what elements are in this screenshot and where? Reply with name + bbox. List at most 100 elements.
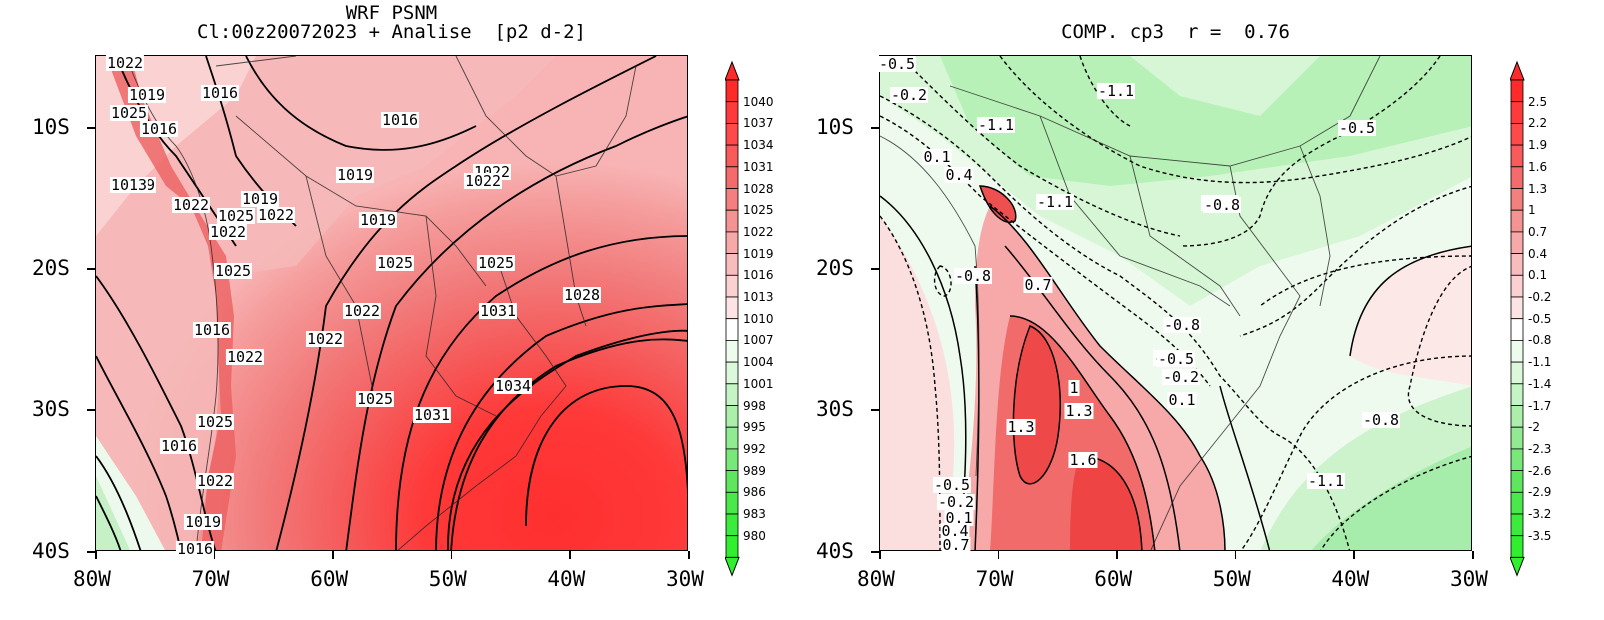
right-colorbar-swatch (1510, 405, 1524, 428)
left-colorbar-swatch (725, 144, 739, 168)
right-contour-label: 0.4 (944, 166, 974, 184)
left-colorbar-label: 989 (743, 463, 766, 478)
left-contour-label: 1022 (195, 472, 235, 490)
left-colorbar-label: 992 (743, 441, 766, 456)
left-x-tick-label: 70W (191, 567, 230, 591)
right-colorbar-top-arrow (1510, 60, 1525, 81)
left-contour-label: 1022 (463, 172, 503, 190)
left-contour-label: 1025 (355, 390, 395, 408)
right-y-tick-mark (871, 409, 879, 411)
right-contour-label: 0.7 (941, 536, 971, 554)
right-colorbar-swatch (1510, 101, 1524, 124)
right-contour-label: -1.1 (1096, 82, 1136, 100)
left-x-tick-mark (569, 551, 571, 559)
left-y-tick-label: 40S (32, 539, 70, 563)
left-contour-label: 1019 (183, 513, 223, 531)
left-colorbar-label: 1028 (743, 181, 774, 196)
left-colorbar-swatch (725, 296, 739, 320)
right-colorbar-swatch (1510, 166, 1524, 189)
left-x-tick-label: 40W (547, 567, 586, 591)
right-colorbar-label: 1.3 (1528, 181, 1548, 196)
left-x-tick-label: 60W (310, 567, 349, 591)
left-colorbar-swatch (725, 253, 739, 276)
right-contour-label: 0.1 (944, 509, 974, 527)
left-y-tick-mark (87, 268, 95, 270)
left-map-panel (95, 55, 688, 551)
right-contour-label: -0.8 (953, 267, 993, 285)
right-contour-label: -0.8 (1202, 196, 1242, 214)
left-contour-label: 1025 (109, 104, 149, 122)
left-colorbar-bottom-arrow (725, 556, 740, 577)
right-x-tick-label: 70W (975, 567, 1014, 591)
right-contour-label: -0.5 (932, 476, 972, 494)
right-colorbar-label: 0.7 (1528, 224, 1548, 239)
right-contour-label: 0.4 (940, 522, 970, 540)
right-colorbar-label: -1.7 (1528, 398, 1552, 413)
left-contour-label: 1025 (195, 413, 235, 431)
right-colorbar-label: 1.9 (1528, 138, 1548, 153)
left-y-tick-label: 30S (32, 397, 70, 421)
right-contour-label: 1.3 (1006, 418, 1036, 436)
right-y-tick-mark (871, 127, 879, 129)
left-contour-label: 1016 (200, 84, 240, 102)
right-x-tick-label: 50W (1212, 567, 1251, 591)
left-contour-label: 1019 (240, 190, 280, 208)
left-x-tick-mark (450, 551, 453, 559)
right-colorbar-swatch (1510, 123, 1524, 146)
left-contour-label: 1022 (171, 196, 211, 214)
left-contour-label: 1022 (105, 54, 145, 72)
right-colorbar-label: -3.5 (1528, 528, 1552, 543)
left-colorbar-swatch (725, 513, 739, 537)
right-contour-label: -0.5 (1156, 350, 1196, 368)
left-colorbar-label: 1007 (743, 333, 774, 348)
left-colorbar-top-arrow (725, 60, 740, 81)
left-contour-label: 1022 (225, 348, 265, 366)
right-contour-label: -0.8 (1361, 411, 1401, 429)
right-contour-label: -1.1 (1306, 472, 1346, 490)
left-colorbar-label: 1010 (743, 311, 774, 326)
left-colorbar-swatch (725, 231, 739, 254)
right-contour-label: 0.1 (922, 148, 952, 166)
right-colorbar-label: -2.3 (1528, 441, 1552, 456)
right-colorbar-label: -0.5 (1528, 311, 1552, 326)
left-colorbar-label: 980 (743, 528, 766, 543)
right-colorbar-swatch (1510, 535, 1524, 558)
left-contour-label: 1034 (493, 377, 533, 395)
left-colorbar-label: 998 (743, 398, 766, 413)
right-colorbar-bottom-arrow (1510, 556, 1525, 577)
left-contour-label: 1025 (375, 254, 415, 272)
left-colorbar-label: 1037 (743, 116, 774, 131)
left-colorbar (725, 60, 740, 577)
right-colorbar-swatch (1510, 296, 1524, 320)
right-colorbar-label: 2.5 (1528, 94, 1548, 109)
right-contour-label: 0.1 (1167, 391, 1197, 409)
left-x-tick-mark (332, 551, 334, 559)
right-colorbar-swatch (1510, 426, 1524, 450)
left-map-field (96, 56, 687, 550)
right-x-tick-label: 80W (857, 567, 895, 591)
left-title-line1: WRF PSNM (345, 2, 438, 24)
left-colorbar-swatch (725, 166, 739, 189)
left-colorbar-label: 1025 (743, 203, 774, 218)
right-contour-label: -0.5 (1337, 119, 1377, 137)
left-colorbar-swatch (725, 188, 739, 211)
left-colorbar-label: 995 (743, 420, 766, 435)
left-colorbar-label: 986 (743, 485, 766, 500)
right-colorbar-swatch (1510, 209, 1524, 233)
right-contour-label: -0.2 (936, 493, 976, 511)
left-y-tick-mark (87, 127, 95, 129)
right-contour-label: -1.1 (1035, 193, 1075, 211)
left-colorbar-swatch (725, 448, 739, 471)
right-colorbar-label: 0.1 (1528, 268, 1548, 283)
left-contour-label: 1016 (139, 120, 179, 138)
left-contour-label: 1025 (476, 254, 516, 272)
left-colorbar-swatch (725, 491, 739, 515)
left-contour-label: 1022 (256, 206, 296, 224)
left-colorbar-swatch (725, 405, 739, 428)
left-y-tick-mark (87, 409, 95, 411)
left-colorbar-label: 1022 (743, 224, 774, 239)
right-colorbar-swatch (1510, 383, 1524, 406)
left-colorbar-swatch (725, 101, 739, 124)
right-x-tick-mark (997, 551, 1000, 559)
right-colorbar-swatch (1510, 448, 1524, 471)
